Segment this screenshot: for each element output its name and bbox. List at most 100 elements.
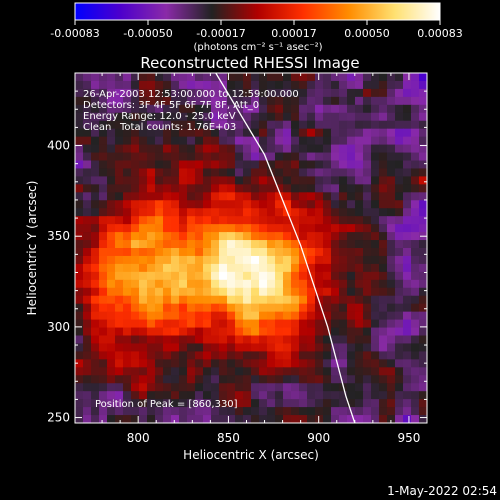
heatmap-cell — [331, 311, 340, 321]
heatmap-cell — [155, 152, 164, 162]
heatmap-cell — [395, 128, 404, 138]
heatmap-cell — [115, 415, 124, 423]
heatmap-cell — [323, 367, 332, 376]
heatmap-cell — [91, 73, 100, 82]
heatmap-cell — [219, 391, 228, 400]
heatmap-cell — [267, 224, 276, 233]
heatmap-cell — [379, 144, 388, 154]
footer-timestamp: 1-May-2022 02:54 — [387, 484, 497, 498]
heatmap-cell — [291, 176, 300, 185]
heatmap-cell — [419, 160, 427, 170]
heatmap-cell — [291, 383, 300, 392]
heatmap-cell — [147, 96, 156, 106]
heatmap-cell — [347, 232, 356, 241]
heatmap-cell — [403, 112, 412, 122]
heatmap-cell — [315, 104, 324, 114]
heatmap-cell — [99, 152, 108, 162]
heatmap-cell — [123, 367, 132, 376]
heatmap-cell — [299, 104, 308, 114]
heatmap-cell — [291, 367, 300, 376]
heatmap-cell — [227, 216, 236, 225]
heatmap-cell — [347, 255, 356, 265]
colorbar-tick-label: -0.00083 — [50, 27, 99, 40]
heatmap-cell — [243, 160, 252, 170]
heatmap-cell — [187, 136, 196, 146]
heatmap-cell — [259, 415, 268, 423]
heatmap-cell — [195, 375, 204, 384]
heatmap-cell — [275, 375, 284, 384]
heatmap-cell — [163, 295, 172, 305]
heatmap-cell — [291, 160, 300, 170]
heatmap-cell — [291, 279, 300, 289]
heatmap-cell — [363, 136, 372, 146]
heatmap-cell — [235, 343, 244, 352]
heatmap-cell — [299, 319, 308, 329]
heatmap-cell — [203, 176, 212, 185]
heatmap-cell — [115, 144, 124, 154]
heatmap-cell — [147, 359, 156, 368]
heatmap-cell — [203, 136, 212, 146]
heatmap-cell — [115, 176, 124, 185]
heatmap-cell — [155, 255, 164, 265]
heatmap-cell — [195, 112, 204, 122]
heatmap-cell — [331, 184, 340, 193]
heatmap-cell — [387, 335, 396, 345]
heatmap-cell — [267, 104, 276, 114]
heatmap-cell — [195, 104, 204, 114]
heatmap-cell — [115, 248, 124, 257]
heatmap-cell — [323, 255, 332, 265]
heatmap-cell — [371, 279, 380, 289]
heatmap-cell — [371, 351, 380, 360]
heatmap-cell — [371, 287, 380, 297]
heatmap-cell — [163, 271, 172, 281]
heatmap-cell — [283, 319, 292, 329]
heatmap-cell — [163, 391, 172, 400]
heatmap-cell — [379, 287, 388, 297]
heatmap-cell — [339, 88, 348, 98]
heatmap-cell — [235, 311, 244, 321]
heatmap-cell — [371, 176, 380, 185]
heatmap-cell — [75, 383, 84, 392]
x-tick-label: 900 — [307, 431, 330, 445]
heatmap-cell — [387, 144, 396, 154]
heatmap-cell — [259, 359, 268, 368]
heatmap-cell — [299, 160, 308, 170]
heatmap-cell — [251, 216, 260, 225]
heatmap-cell — [267, 351, 276, 360]
heatmap-cell — [379, 208, 388, 217]
heatmap-cell — [283, 216, 292, 225]
heatmap-cell — [379, 383, 388, 392]
heatmap-cell — [299, 200, 308, 209]
heatmap-cell — [291, 311, 300, 321]
heatmap-cell — [259, 232, 268, 241]
heatmap-cell — [99, 128, 108, 138]
heatmap-cell — [107, 311, 116, 321]
heatmap-cell — [107, 200, 116, 209]
heatmap-cell — [259, 263, 268, 273]
heatmap-cell — [91, 240, 100, 249]
chart-title: Reconstructed RHESSI Image — [140, 54, 359, 72]
heatmap-cell — [203, 88, 212, 98]
heatmap-cell — [99, 327, 108, 337]
heatmap-cell — [83, 319, 92, 329]
heatmap-cell — [171, 88, 180, 98]
heatmap-cell — [107, 343, 116, 352]
heatmap-cell — [235, 120, 244, 130]
heatmap-cell — [107, 96, 116, 106]
heatmap-cell — [75, 168, 84, 177]
heatmap-cell — [403, 311, 412, 321]
heatmap-cell — [395, 367, 404, 376]
heatmap-cell — [251, 311, 260, 321]
heatmap-cell — [155, 216, 164, 225]
heatmap-cell — [307, 248, 316, 257]
heatmap-cell — [395, 136, 404, 146]
heatmap-cell — [395, 168, 404, 177]
heatmap-cell — [355, 319, 364, 329]
heatmap-cell — [115, 255, 124, 265]
heatmap-cell — [355, 359, 364, 368]
heatmap-cell — [147, 415, 156, 423]
heatmap-cell — [123, 271, 132, 281]
heatmap-cell — [83, 287, 92, 297]
heatmap-cell — [275, 152, 284, 162]
heatmap-cell — [163, 279, 172, 289]
